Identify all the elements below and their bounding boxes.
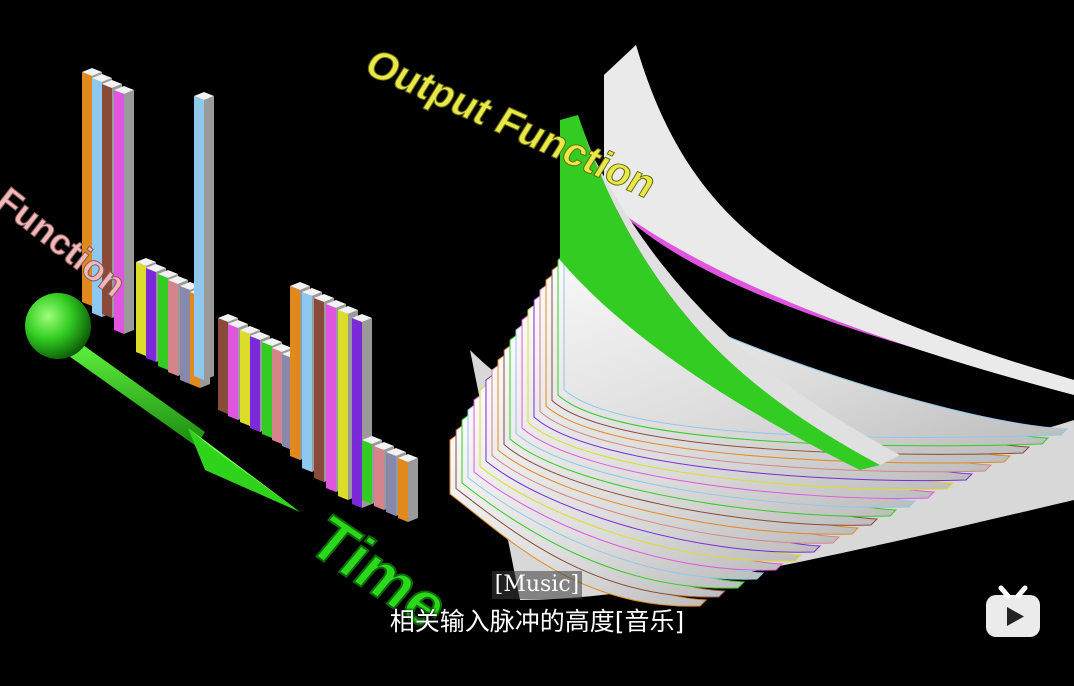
time-arrow [25, 293, 300, 512]
green-ribbon [560, 115, 880, 470]
input-bar [194, 92, 214, 380]
tv-logo-icon[interactable] [984, 584, 1042, 640]
input-bar [114, 86, 134, 334]
input-bars [82, 68, 418, 522]
output-ribbons [449, 45, 1074, 607]
arrow-ball [25, 293, 91, 359]
input-bar [398, 454, 418, 522]
chinese-subtitle: 相关输入脉冲的高度[音乐] [389, 607, 685, 636]
